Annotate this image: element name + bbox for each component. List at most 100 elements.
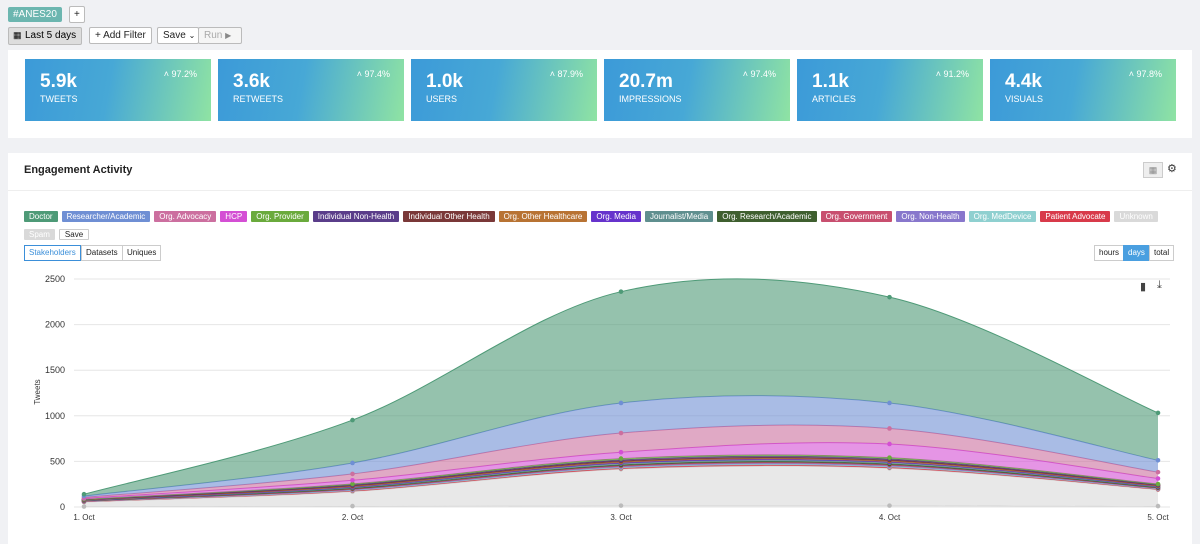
point	[1155, 410, 1161, 416]
kpi-value: 1.1k	[812, 71, 849, 92]
kpi-label: TWEETS	[40, 94, 78, 104]
legend-item[interactable]: Individual Non-Health	[312, 211, 400, 222]
kpi-card: 1.0k USERS ˄ 87.9%	[411, 59, 597, 121]
kpi-change: ˄ 97.2%	[163, 69, 197, 79]
granularity-button[interactable]: total	[1149, 245, 1175, 261]
point	[618, 449, 624, 455]
legend-item[interactable]: Org. Other Healthcare	[498, 211, 588, 222]
kpi-change-value: 97.8%	[1136, 69, 1162, 79]
point	[1155, 503, 1161, 509]
x-tick-label: 4. Oct	[879, 513, 901, 522]
tab[interactable]: Stakeholders	[24, 245, 81, 261]
kpi-change: ˄ 97.4%	[356, 69, 390, 79]
tab[interactable]: Datasets	[81, 245, 123, 261]
kpi-label: RETWEETS	[233, 94, 284, 104]
legend-save[interactable]: Save	[58, 229, 90, 240]
kpi-change: ˄ 91.2%	[935, 69, 969, 79]
date-range-label: Last 5 days	[25, 30, 77, 41]
add-filter-button[interactable]: + Add Filter	[89, 27, 152, 44]
run-label: Run	[204, 30, 223, 41]
x-tick-label: 5. Oct	[1147, 513, 1169, 522]
legend-item[interactable]: Doctor	[24, 211, 58, 222]
legend-item[interactable]: Unknown	[1114, 211, 1158, 222]
legend-item[interactable]: Individual Other Health	[403, 211, 495, 222]
kpi-value: 20.7m	[619, 71, 673, 92]
kpi-change-value: 97.4%	[750, 69, 776, 79]
legend-item[interactable]: Org. Non-Health	[896, 211, 965, 222]
point	[350, 460, 355, 466]
point	[618, 503, 624, 508]
tag[interactable]: #ANES20	[8, 7, 62, 22]
legend-item[interactable]: Patient Advocate	[1040, 211, 1111, 222]
y-tick-label: 2500	[45, 274, 65, 284]
point	[618, 456, 624, 461]
y-tick-label: 1000	[45, 411, 65, 421]
add-tag-button[interactable]: +	[69, 6, 85, 23]
chart: 0 500 1000 1500 2000 2500 Tweets 1. Oct 2. Oct 3.…	[33, 274, 1170, 522]
x-tick-label: 2. Oct	[342, 513, 364, 522]
x-tick-label: 3. Oct	[610, 513, 632, 522]
granularity-button[interactable]: days	[1123, 245, 1150, 261]
legend-item[interactable]: Spam	[24, 229, 55, 240]
calendar-icon: ▦	[13, 30, 22, 40]
point	[350, 481, 355, 487]
point	[81, 504, 87, 509]
legend-item[interactable]: Org. Media	[591, 211, 641, 222]
kpi-label: USERS	[426, 94, 458, 104]
point	[350, 471, 355, 477]
point	[618, 400, 624, 406]
kpi-card: 3.6k RETWEETS ˄ 97.4%	[218, 59, 404, 121]
settings-icon[interactable]: ⚙	[1167, 163, 1177, 175]
tab[interactable]: Uniques	[122, 245, 162, 261]
kpi-change: ˄ 97.8%	[1128, 69, 1162, 79]
table-icon[interactable]: ▦	[1143, 162, 1163, 178]
point	[887, 426, 892, 431]
kpi-change: ˄ 97.4%	[742, 69, 776, 79]
kpi-card: 5.9k TWEETS ˄ 97.2%	[25, 59, 211, 121]
point	[1155, 481, 1161, 487]
bar-chart-icon[interactable]: ▮	[1140, 281, 1147, 293]
legend-item[interactable]: Org. MedDevice	[968, 211, 1037, 222]
point	[1155, 458, 1161, 463]
kpi-change-value: 97.4%	[364, 69, 390, 79]
kpi-label: ARTICLES	[812, 94, 856, 104]
kpi-card: 4.4k VISUALS ˄ 97.8%	[990, 59, 1176, 121]
point	[350, 503, 355, 509]
legend-item[interactable]: Org. Research/Academic	[717, 211, 817, 222]
kpi-change-value: 97.2%	[171, 69, 197, 79]
y-tick-label: 2000	[45, 320, 65, 330]
granularity-button[interactable]: hours	[1094, 245, 1125, 261]
point	[887, 455, 892, 460]
point	[887, 503, 892, 508]
date-range-button[interactable]: ▦ Last 5 days	[8, 27, 82, 45]
point	[618, 289, 624, 294]
kpi-change-value: 91.2%	[943, 69, 969, 79]
point	[350, 417, 355, 423]
kpi-change-value: 87.9%	[557, 69, 583, 79]
legend-item[interactable]: Org. Government	[820, 211, 893, 222]
kpi-value: 5.9k	[40, 71, 77, 92]
kpi-value: 3.6k	[233, 71, 270, 92]
area	[84, 465, 1158, 507]
kpi-value: 1.0k	[426, 71, 463, 92]
legend-item[interactable]: Org. Advocacy	[154, 211, 217, 222]
point	[1155, 469, 1161, 475]
x-tick-label: 1. Oct	[73, 513, 95, 522]
legend-item[interactable]: HCP	[220, 211, 248, 222]
legend-item[interactable]: Org. Provider	[251, 211, 309, 222]
kpi-card: 1.1k ARTICLES ˄ 91.2%	[797, 59, 983, 121]
point	[618, 430, 624, 436]
point	[887, 400, 892, 406]
panel-title: Engagement Activity	[24, 164, 133, 176]
point	[887, 294, 892, 300]
legend-item[interactable]: Journalist/Media	[644, 211, 714, 222]
run-button[interactable]: Run ▶	[198, 27, 242, 44]
divider	[8, 190, 1192, 191]
save-button[interactable]: Save ⌄	[157, 27, 199, 44]
area	[84, 278, 1158, 497]
kpi-value: 4.4k	[1005, 71, 1042, 92]
kpi-card: 20.7m IMPRESSIONS ˄ 97.4%	[604, 59, 790, 121]
legend-item[interactable]: Researcher/Academic	[61, 211, 151, 222]
download-icon[interactable]: ⤓	[1157, 279, 1162, 291]
